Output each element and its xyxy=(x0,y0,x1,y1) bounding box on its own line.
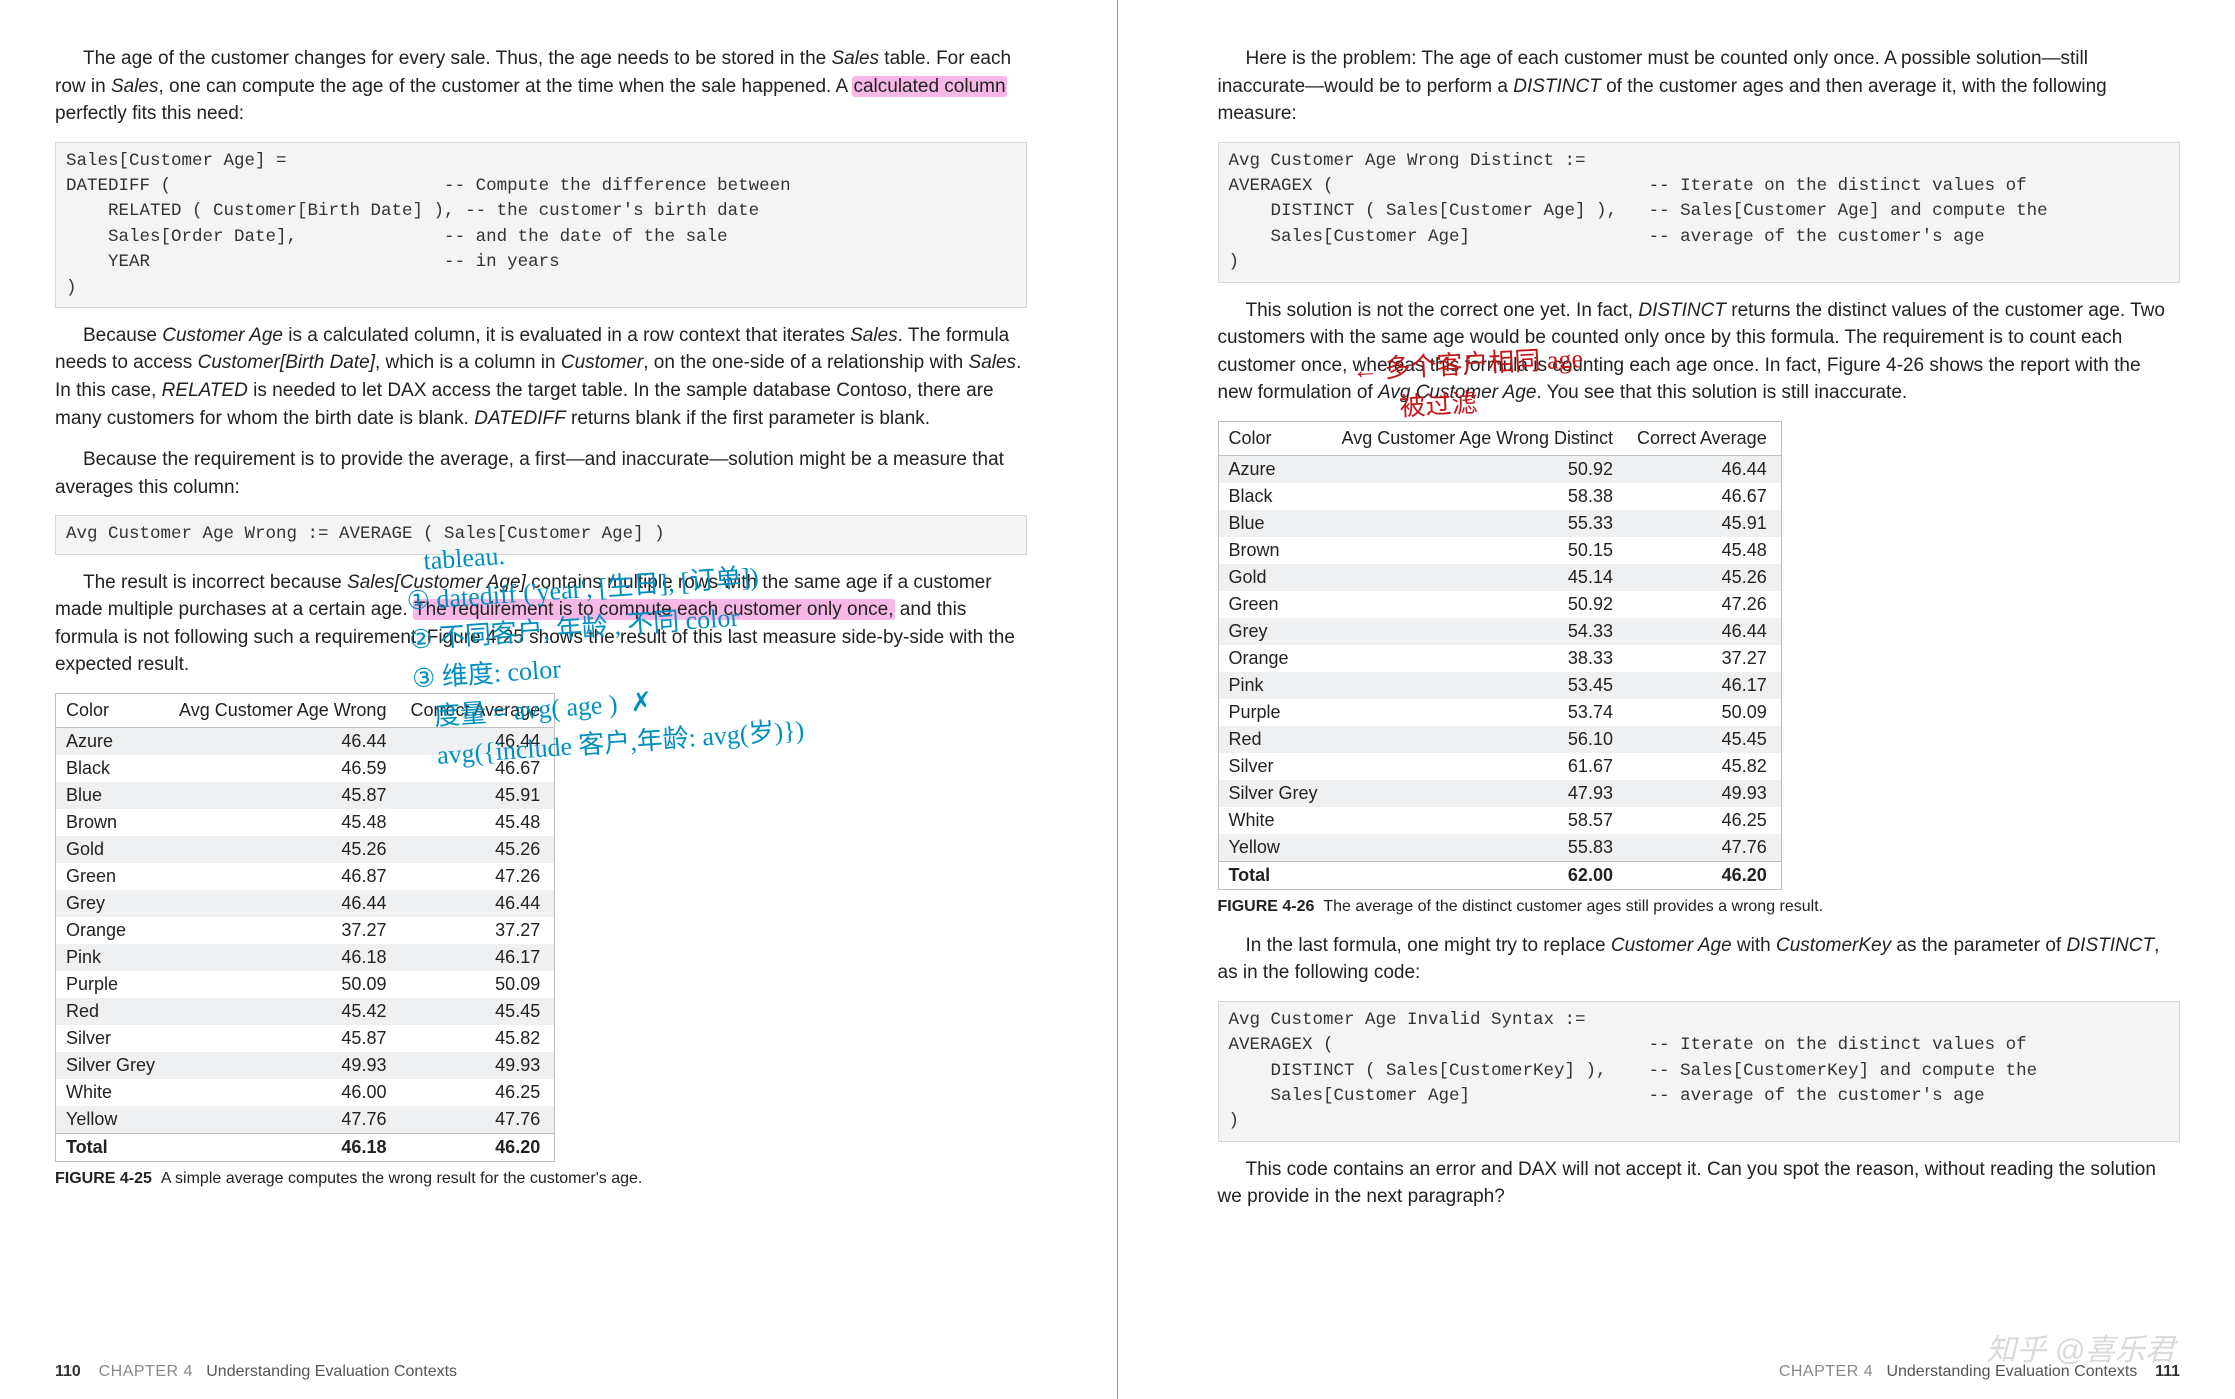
table-header: Color xyxy=(1218,421,1332,455)
footer-right: CHAPTER 4 Understanding Evaluation Conte… xyxy=(1779,1363,2180,1381)
highlight-calculated-column: calculated column xyxy=(852,76,1006,97)
para-r2: This solution is not the correct one yet… xyxy=(1218,297,2181,407)
para-r3: In the last formula, one might try to re… xyxy=(1218,932,2181,987)
code-block-r2: Avg Customer Age Invalid Syntax := AVERA… xyxy=(1218,1001,2181,1142)
table-row: White46.0046.25 xyxy=(56,1079,555,1106)
table-4-26: ColorAvg Customer Age Wrong DistinctCorr… xyxy=(1218,421,1782,890)
para-3: Because the requirement is to provide th… xyxy=(55,446,1027,501)
table-row: Green50.9247.26 xyxy=(1218,591,1781,618)
table-row: Silver45.8745.82 xyxy=(56,1025,555,1052)
table-row: Silver61.6745.82 xyxy=(1218,753,1781,780)
para-1: The age of the customer changes for ever… xyxy=(55,45,1027,128)
code-block-r1: Avg Customer Age Wrong Distinct := AVERA… xyxy=(1218,142,2181,283)
table-row: Black58.3846.67 xyxy=(1218,483,1781,510)
table-row: Silver Grey49.9349.93 xyxy=(56,1052,555,1079)
table-total-row: Total62.0046.20 xyxy=(1218,861,1781,889)
figure-4-25-caption: FIGURE 4-25 A simple average computes th… xyxy=(55,1170,1027,1188)
table-header: Color xyxy=(56,693,170,727)
table-row: Red45.4245.45 xyxy=(56,998,555,1025)
page-right: Here is the problem: The age of each cus… xyxy=(1118,0,2235,1399)
table-row: Silver Grey47.9349.93 xyxy=(1218,780,1781,807)
table-row: Purple53.7450.09 xyxy=(1218,699,1781,726)
para-r1: Here is the problem: The age of each cus… xyxy=(1218,45,2181,128)
table-row: White58.5746.25 xyxy=(1218,807,1781,834)
table-row: Orange37.2737.27 xyxy=(56,917,555,944)
highlight-requirement: The requirement is to compute each custo… xyxy=(413,599,894,620)
table-header: Correct Average xyxy=(1627,421,1781,455)
para-r4: This code contains an error and DAX will… xyxy=(1218,1156,2181,1211)
table-row: Red56.1045.45 xyxy=(1218,726,1781,753)
table-4-25: ColorAvg Customer Age WrongCorrect Avera… xyxy=(55,693,555,1162)
table-row: Green46.8747.26 xyxy=(56,863,555,890)
table-row: Blue55.3345.91 xyxy=(1218,510,1781,537)
page-left: The age of the customer changes for ever… xyxy=(0,0,1118,1399)
table-row: Brown50.1545.48 xyxy=(1218,537,1781,564)
figure-4-26-caption: FIGURE 4-26 The average of the distinct … xyxy=(1218,898,2181,916)
table-row: Yellow55.8347.76 xyxy=(1218,834,1781,862)
table-header: Avg Customer Age Wrong xyxy=(169,693,400,727)
table-row: Gold45.1445.26 xyxy=(1218,564,1781,591)
table-row: Pink46.1846.17 xyxy=(56,944,555,971)
table-row: Grey54.3346.44 xyxy=(1218,618,1781,645)
table-row: Orange38.3337.27 xyxy=(1218,645,1781,672)
para-4: The result is incorrect because Sales[Cu… xyxy=(55,569,1027,679)
table-total-row: Total46.1846.20 xyxy=(56,1133,555,1161)
table-row: Grey46.4446.44 xyxy=(56,890,555,917)
table-row: Pink53.4546.17 xyxy=(1218,672,1781,699)
table-header: Correct Average xyxy=(400,693,554,727)
code-block-1: Sales[Customer Age] = DATEDIFF ( -- Comp… xyxy=(55,142,1027,308)
code-block-2: Avg Customer Age Wrong := AVERAGE ( Sale… xyxy=(55,515,1027,554)
table-row: Gold45.2645.26 xyxy=(56,836,555,863)
table-row: Purple50.0950.09 xyxy=(56,971,555,998)
table-row: Yellow47.7647.76 xyxy=(56,1106,555,1134)
para-2: Because Customer Age is a calculated col… xyxy=(55,322,1027,432)
table-row: Black46.5946.67 xyxy=(56,755,555,782)
table-row: Brown45.4845.48 xyxy=(56,809,555,836)
table-row: Azure46.4446.44 xyxy=(56,727,555,755)
table-header: Avg Customer Age Wrong Distinct xyxy=(1332,421,1627,455)
table-row: Blue45.8745.91 xyxy=(56,782,555,809)
footer-left: 110 CHAPTER 4 Understanding Evaluation C… xyxy=(55,1363,457,1381)
table-row: Azure50.9246.44 xyxy=(1218,455,1781,483)
